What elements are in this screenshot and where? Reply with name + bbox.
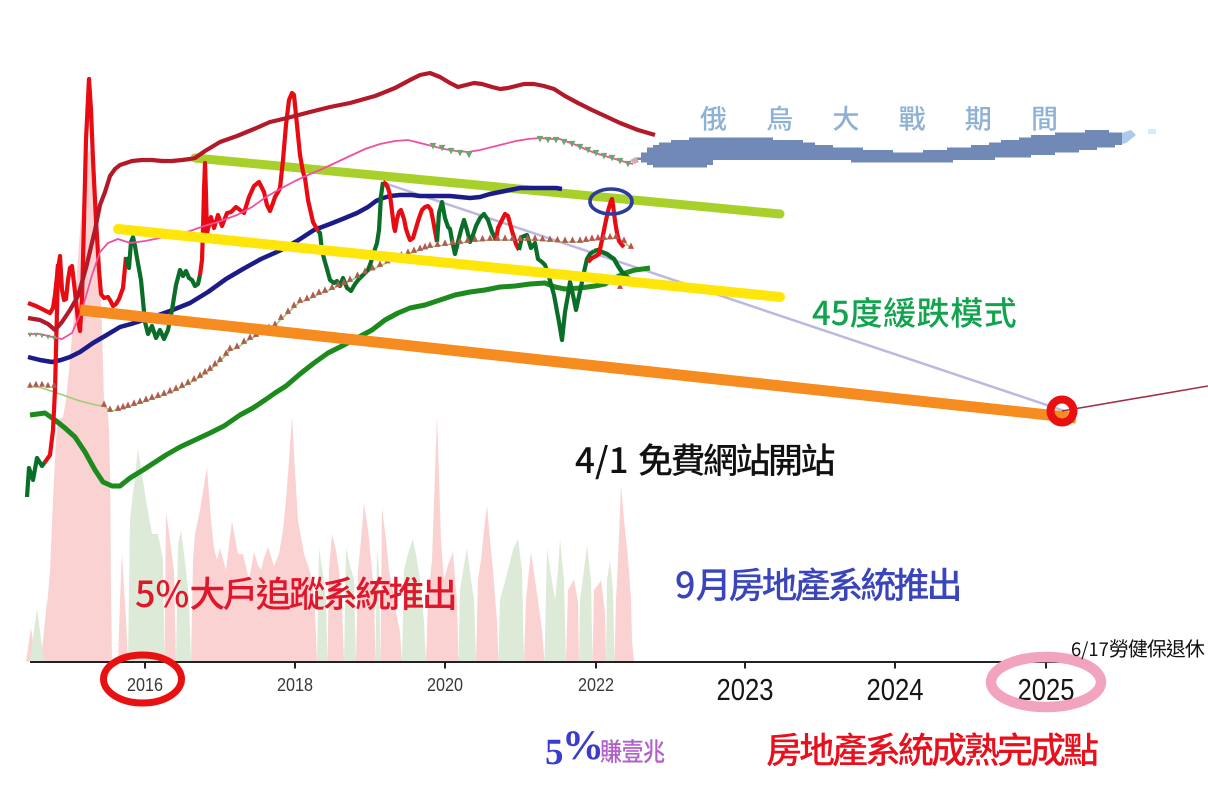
svg-text:2018: 2018 [277,675,313,695]
svg-text:2020: 2020 [427,675,463,695]
svg-text:2023: 2023 [717,672,774,707]
svg-text:2016: 2016 [127,675,163,695]
svg-text:2022: 2022 [578,675,614,695]
svg-text:2024: 2024 [867,672,924,707]
